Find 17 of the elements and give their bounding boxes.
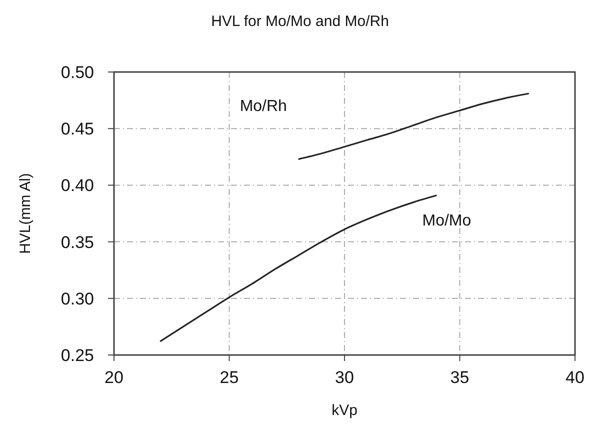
y-tick-label: 0.35 bbox=[60, 232, 94, 252]
x-axis-title: kVp bbox=[332, 402, 358, 419]
y-tick-label: 0.45 bbox=[60, 120, 94, 139]
line-series bbox=[298, 92, 530, 160]
x-tick-label: 35 bbox=[450, 368, 470, 387]
x-tick-label: 40 bbox=[566, 368, 584, 387]
x-tick-label: 20 bbox=[104, 368, 124, 387]
chart-title: HVL for Mo/Mo and Mo/Rh bbox=[211, 13, 389, 30]
y-tick-label: 0.40 bbox=[60, 176, 94, 196]
y-axis-title: HVL(mm Al) bbox=[17, 173, 34, 254]
y-tick-label: 0.30 bbox=[60, 289, 94, 308]
x-tick-label: 25 bbox=[220, 368, 239, 387]
y-tick-label: 0.25 bbox=[60, 346, 94, 365]
x-tick-label: 30 bbox=[335, 368, 354, 387]
series-label: Mo/Mo bbox=[422, 212, 472, 230]
text: Mo/Rh bbox=[240, 98, 287, 116]
y-tick-label: 0.50 bbox=[60, 63, 94, 82]
